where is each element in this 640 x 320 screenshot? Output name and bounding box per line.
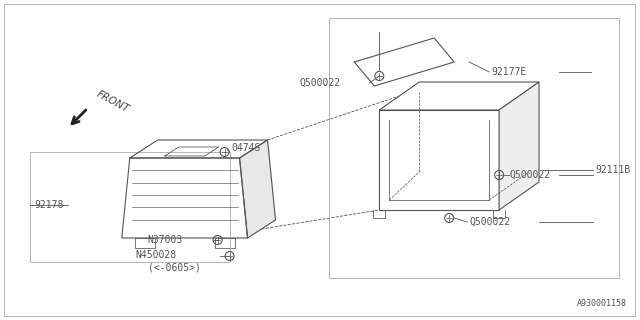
Bar: [30, 152, 230, 262]
Polygon shape: [239, 140, 275, 238]
Polygon shape: [380, 82, 539, 110]
Text: FRONT: FRONT: [95, 89, 131, 115]
Text: N450028: N450028: [136, 250, 177, 260]
Bar: [214, 238, 235, 248]
Text: 92177E: 92177E: [491, 67, 526, 77]
Polygon shape: [122, 158, 248, 238]
Polygon shape: [164, 147, 219, 156]
Polygon shape: [499, 82, 539, 210]
Text: 92178: 92178: [34, 200, 63, 210]
Text: (<-0605>): (<-0605>): [148, 263, 200, 273]
Text: Q500022: Q500022: [300, 78, 340, 88]
Text: N37003: N37003: [148, 235, 183, 245]
Text: 0474S: 0474S: [232, 143, 261, 153]
Text: A930001158: A930001158: [577, 299, 627, 308]
Bar: [135, 238, 155, 248]
Polygon shape: [355, 38, 454, 86]
Polygon shape: [130, 140, 268, 158]
Bar: [330, 18, 619, 278]
Text: Q500022: Q500022: [509, 170, 550, 180]
Text: 92111B: 92111B: [595, 165, 630, 175]
Text: Q500022: Q500022: [469, 217, 510, 227]
Polygon shape: [380, 110, 499, 210]
